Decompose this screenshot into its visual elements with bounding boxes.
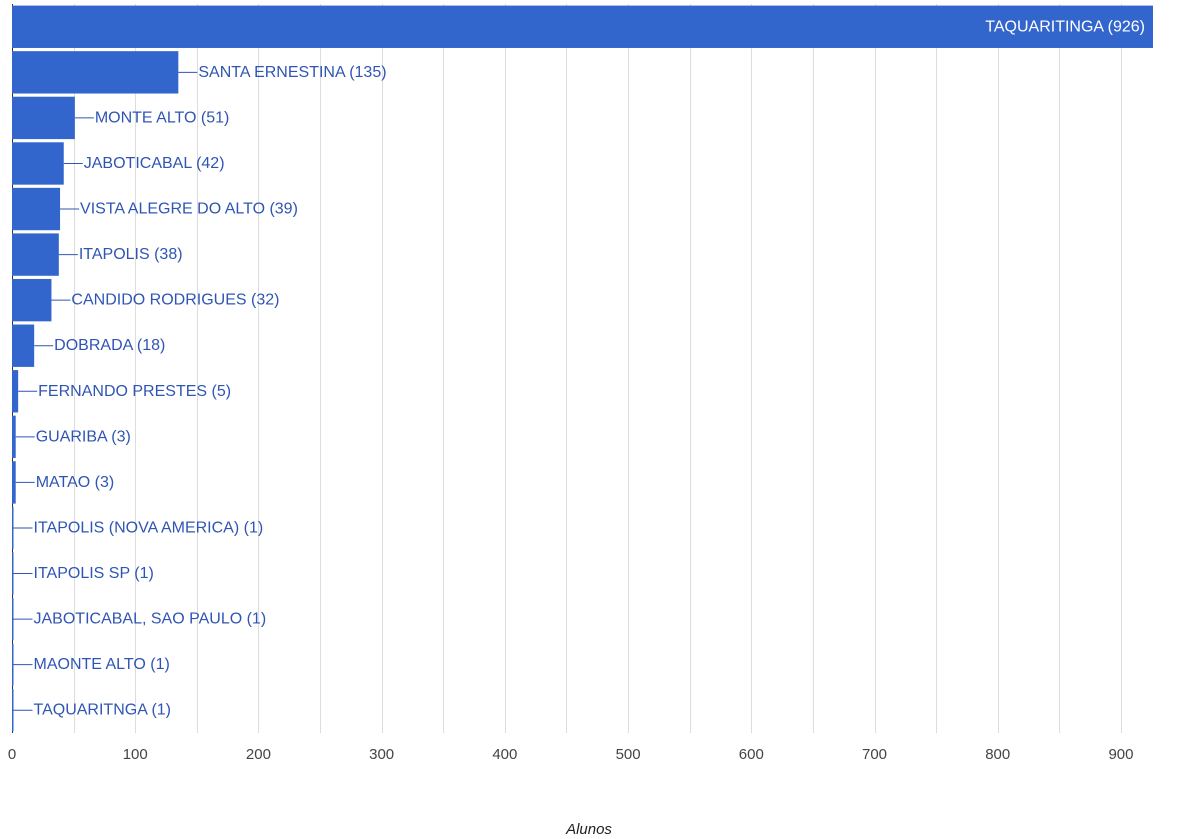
x-tick-label: 700 xyxy=(862,746,887,763)
bar-label: DOBRADA (18) xyxy=(54,337,165,354)
gridlines xyxy=(12,4,1122,733)
bar-label: JABOTICABAL, SAO PAULO (1) xyxy=(34,611,267,628)
bars xyxy=(12,5,1153,732)
bar-label: JABOTICABAL (42) xyxy=(84,155,225,172)
bar xyxy=(12,142,64,185)
bar xyxy=(12,96,75,140)
x-tick-label: 800 xyxy=(985,746,1010,763)
x-tick-label: 500 xyxy=(616,746,641,763)
x-axis-title: Alunos xyxy=(565,821,612,838)
bar-label: TAQUARITNGA (1) xyxy=(34,702,172,719)
bar-label: MATAO (3) xyxy=(36,474,115,491)
x-tick-label: 100 xyxy=(123,746,148,763)
x-tick-label: 0 xyxy=(8,746,16,763)
bar xyxy=(12,370,19,413)
bar xyxy=(12,506,14,550)
bar-label: ITAPOLIS (NOVA AMERICA) (1) xyxy=(34,519,264,536)
x-tick-label: 400 xyxy=(492,746,517,763)
bar xyxy=(12,415,16,459)
bar xyxy=(12,689,14,732)
bar-label: ITAPOLIS (38) xyxy=(79,246,183,263)
x-tick-label: 200 xyxy=(246,746,271,763)
bar xyxy=(12,597,14,641)
bar xyxy=(12,552,14,595)
bar-label: CANDIDO RODRIGUES (32) xyxy=(71,292,279,309)
bar xyxy=(12,233,59,276)
bar xyxy=(12,461,16,504)
bar xyxy=(12,643,14,686)
bar xyxy=(12,51,179,94)
bar-label: VISTA ALEGRE DO ALTO (39) xyxy=(80,201,298,218)
bar-label: FERNANDO PRESTES (5) xyxy=(38,383,231,400)
bar-label: TAQUARITINGA (926) xyxy=(985,18,1145,35)
bar xyxy=(12,5,1153,48)
bar xyxy=(12,278,52,322)
bar-label: GUARIBA (3) xyxy=(36,428,131,445)
x-tick-label: 600 xyxy=(739,746,764,763)
bar-labels: TAQUARITINGA (926) SANTA ERNESTINA (135) M… xyxy=(13,18,1145,719)
bar-label: MONTE ALTO (51) xyxy=(95,109,230,126)
x-tick-label: 300 xyxy=(369,746,394,763)
bar-label: ITAPOLIS SP (1) xyxy=(34,565,154,582)
bar xyxy=(12,187,61,231)
x-tick-label: 900 xyxy=(1108,746,1133,763)
bar-label: SANTA ERNESTINA (135) xyxy=(198,64,386,81)
bar-label: MAONTE ALTO (1) xyxy=(34,656,170,673)
bar xyxy=(12,324,35,367)
x-axis-ticks: 0 100 200 300 400 500 600 700 800 900 xyxy=(8,746,1134,763)
